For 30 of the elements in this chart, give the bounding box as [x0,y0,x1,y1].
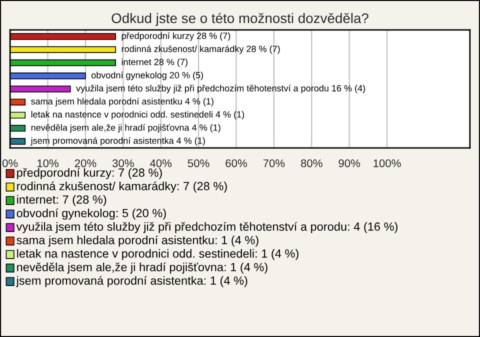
x-tick-label: 100% [374,159,401,168]
text: obvodní gynekolog: 5 (20 %) [16,208,166,220]
x-tick-label: 50% [188,159,210,168]
chart-title: Odkud jste se o této možnosti dozvěděla? [112,12,368,26]
text: využila jsem této služby již při předchozím těhotenství a porodu: 4 (16 %) [16,222,398,234]
text: nevěděla jsem ale,že ji hradí pojišťovna: 1 (4 %) [17,262,268,274]
category-label: předporodní kurzy 28 % (7) [122,32,230,41]
category-label: využila jsem této služby již při předchozím těhotenství a porodu 16 % (4) [76,84,366,94]
x-tick-label: 80% [300,159,322,168]
text: rodinná zkušenost/ kamarádky: 7 (28 %) [17,181,227,193]
category-label: nevěděla jsem ale,že ji hradí pojišťovna 4 % (1) [31,124,220,133]
x-tick-label: 0% [2,159,18,168]
category-label: letak na nastence v porodnici odd. sestinedeli 4 % (1) [31,110,244,120]
text: letak na nastence v porodnici odd. sestinedeli: 1 (4 %) [17,249,298,260]
category-label: jsem promovaná porodní asistentka 4 % (1) [30,137,205,146]
x-tick-label: 90% [338,159,360,168]
x-tick-label: 70% [263,159,285,168]
x-tick-label: 40% [150,159,172,168]
x-tick-label: 20% [74,159,96,168]
x-tick-label: 10% [38,159,58,168]
category-label: rodinná zkušenost/ kamarádky 28 % (7) [122,45,280,54]
text: předporodní kurzy: 7 (28 %) [17,168,162,180]
text: sama jsem hledala porodní asistentku: 1 (4 %) [16,235,258,247]
category-label: obvodní gynekolog 20 % (5) [91,72,203,80]
category-label: internet 28 % (7) [122,58,188,67]
x-tick-label: 30% [112,159,134,168]
x-tick-label: 60% [226,159,247,168]
text: jsem promovaná porodní asistentka: 1 (4 %) [16,276,248,288]
text: internet: 7 (28 %) [17,195,106,206]
category-label: sama jsem hledala porodní asistentku 4 % (1) [31,98,214,106]
